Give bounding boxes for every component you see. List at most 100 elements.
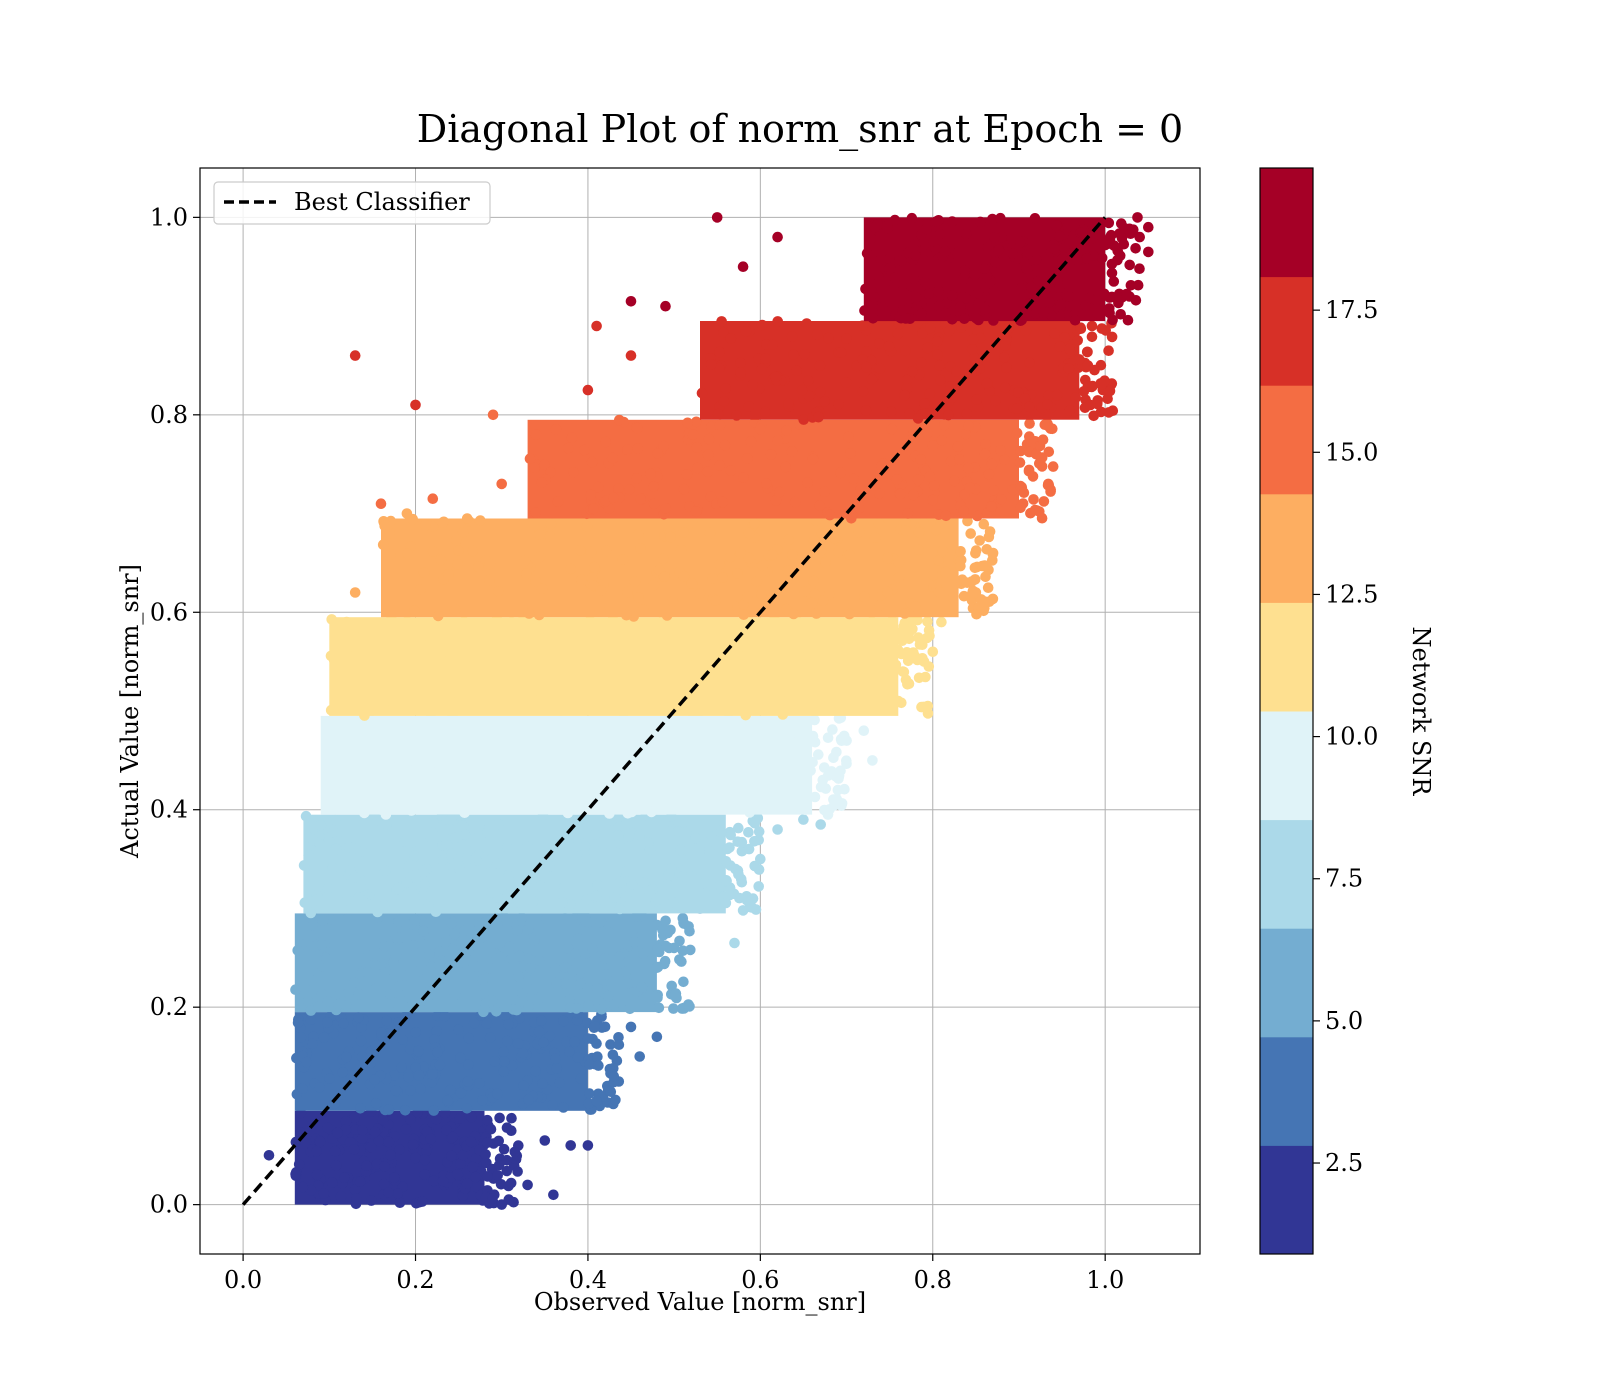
scatter-point [359,710,370,721]
scatter-point [403,1071,414,1083]
x-tick-label: 0.4 [569,1266,607,1294]
scatter-point [1122,314,1134,326]
scatter-point [547,727,559,738]
scatter-point [470,1153,482,1165]
scatter-point [859,591,870,603]
scatter-point [377,539,389,550]
scatter-point [638,948,649,959]
colorbar-tick-label: 2.5 [1325,1149,1363,1177]
scatter-point [478,917,490,929]
scatter-point [835,347,847,358]
scatter-point [620,891,632,902]
scatter-point [439,982,451,994]
scatter-point [899,608,910,619]
scatter-point [470,1171,482,1183]
scatter-point [318,1188,330,1199]
scatter-point [431,1026,443,1037]
scatter-point [918,517,929,529]
scatter-point [1132,212,1143,223]
scatter-outlier-point [936,616,947,628]
colorbar-segment [1260,276,1313,386]
scatter-point [516,912,527,923]
scatter-point [572,1052,584,1063]
scatter-point [753,881,764,892]
scatter-point [862,662,874,674]
scatter-point [559,978,570,989]
scatter-point [506,1112,517,1124]
scatter-point [999,454,1010,466]
scatter-point [668,794,679,806]
scatter-point [427,1069,438,1080]
scatter-outlier-point [625,1021,637,1033]
scatter-point [598,838,609,850]
scatter-point [1118,238,1130,250]
scatter-point [798,414,809,425]
scatter-point [714,346,725,358]
scatter-point [704,527,716,539]
scatter-point [540,802,552,814]
scatter-point [1037,434,1049,446]
scatter-point [608,999,620,1010]
scatter-point [720,383,731,394]
scatter-point [791,685,802,696]
scatter-point [875,254,886,265]
scatter-point [506,702,517,714]
scatter-point [809,791,821,803]
scatter-point [718,395,730,407]
scatter-outlier-point [522,1179,533,1191]
scatter-point [1024,357,1035,368]
scatter-point [444,655,455,666]
scatter-point [449,604,461,616]
scatter-point [550,1053,561,1065]
scatter-point [1103,345,1114,357]
scatter-point [691,416,702,428]
scatter-point [413,1045,424,1057]
scatter-point [820,783,832,794]
scatter-point [1049,243,1060,255]
scatter-point [839,656,851,668]
scatter-point [484,574,495,586]
scatter-point [408,940,419,951]
scatter-point [311,894,323,906]
scatter-point [928,236,939,247]
scatter-point [582,775,593,787]
colorbar-tick-label: 5.0 [1325,1007,1363,1035]
scatter-point [1054,230,1065,242]
scatter-point [974,535,985,546]
scatter-point [786,331,798,342]
scatter-point [859,305,870,316]
scatter-point [703,433,715,445]
scatter-outlier-point [643,992,654,1003]
scatter-point [513,971,525,982]
scatter-point [350,672,362,684]
scatter-point [802,477,813,489]
scatter-point [502,841,513,853]
scatter-point [1064,405,1075,416]
scatter-point [475,834,487,845]
scatter-point [877,685,888,696]
scatter-point [605,1039,616,1050]
scatter-point [293,1159,305,1170]
scatter-point [384,989,396,1000]
y-tick-label: 0.8 [150,401,188,429]
scatter-point [608,796,620,808]
scatter-point [643,885,655,897]
scatter-point [883,638,895,650]
scatter-point [1062,221,1074,233]
scatter-point [298,860,310,871]
scatter-point [512,925,523,936]
scatter-point [563,442,574,454]
scatter-outlier-point [591,320,602,332]
scatter-point [970,545,982,556]
scatter-point [648,579,660,591]
scatter-point [599,953,610,964]
scatter-point [1078,386,1090,397]
scatter-point [718,623,730,634]
scatter-point [924,388,936,400]
scatter-point [585,790,596,802]
scatter-point [1124,225,1136,237]
scatter-point [756,363,768,375]
scatter-point [626,655,637,666]
scatter-point [410,1027,422,1038]
